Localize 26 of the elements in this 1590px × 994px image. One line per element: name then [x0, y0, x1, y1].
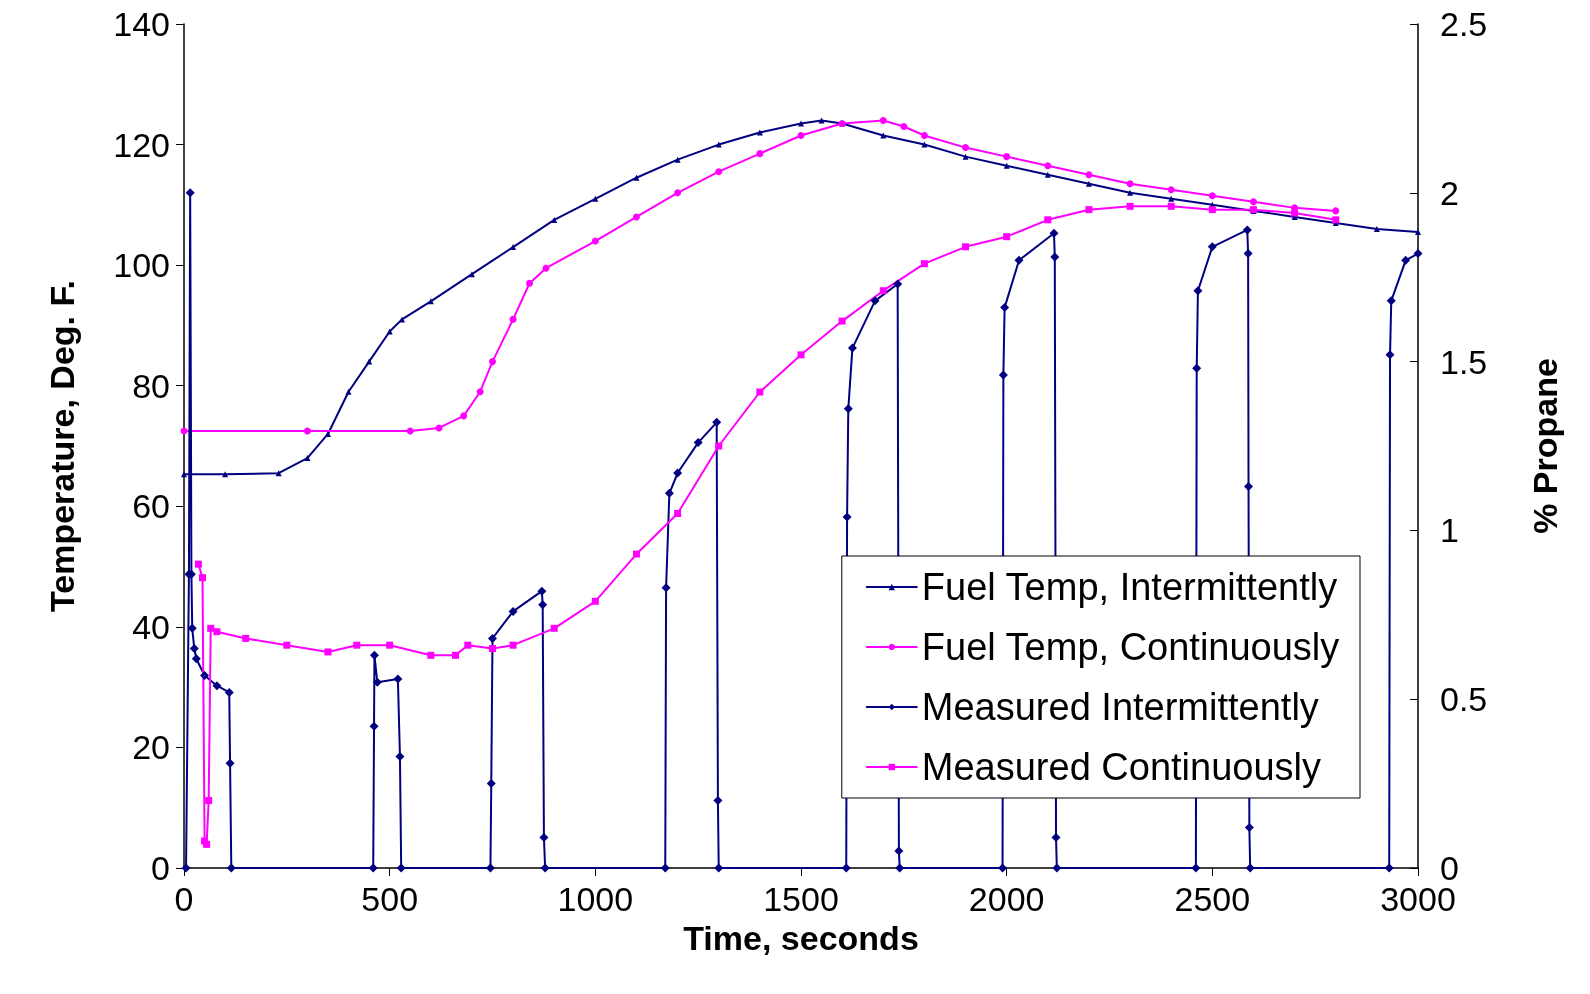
x-tick-label: 2500	[1174, 880, 1251, 918]
legend-label: Fuel Temp, Continuously	[921, 626, 1340, 668]
x-tick-label: 1000	[557, 880, 634, 918]
y-axis-title: Temperature, Deg. F.	[43, 280, 81, 612]
y2-tick-label: 1	[1440, 511, 1459, 550]
y-tick-label: 0	[151, 849, 170, 887]
legend-label: Measured Intermittently	[921, 686, 1319, 728]
y-tick-label: 20	[132, 728, 170, 767]
y-tick-label: 60	[132, 487, 170, 526]
x-axis-title: Time, seconds	[683, 918, 919, 957]
y2-tick-label: 2.5	[1440, 5, 1488, 43]
y-tick-label: 100	[113, 246, 170, 285]
y-tick-label: 40	[132, 607, 170, 646]
y2-tick-label: 0.5	[1440, 680, 1488, 719]
legend-label: Fuel Temp, Intermittently	[921, 566, 1338, 608]
x-tick-label: 500	[361, 880, 419, 918]
x-tick-label: 2000	[968, 880, 1045, 918]
y-tick-label: 140	[113, 5, 170, 43]
x-tick-label: 1500	[763, 880, 839, 918]
y-tick-label: 120	[113, 125, 170, 164]
y2-tick-label: 2	[1440, 173, 1459, 212]
x-tick-label: 0	[174, 880, 194, 918]
y2-axis-title: % Propane	[1526, 358, 1564, 534]
legend-label: Measured Continuously	[921, 746, 1322, 788]
y-tick-label: 80	[132, 366, 170, 405]
y2-tick-label: 1.5	[1440, 342, 1488, 381]
